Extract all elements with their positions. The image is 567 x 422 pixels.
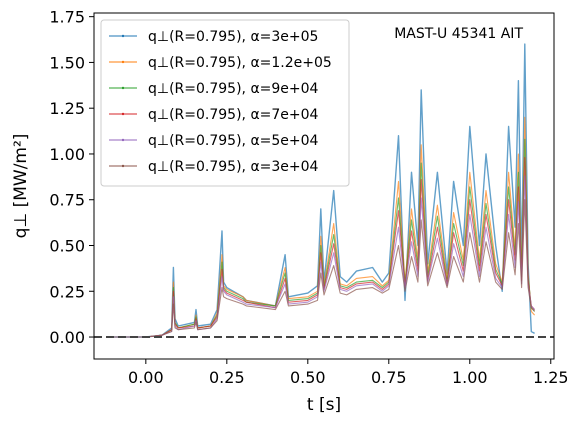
y-tick-label: 1.00 — [49, 145, 85, 164]
legend-label: q⊥(R=0.795), α=9e+04 — [148, 81, 319, 97]
y-tick-label: 1.50 — [49, 53, 85, 72]
x-axis: 0.00 0.25 0.50 0.75 1.00 1.25 — [128, 359, 567, 387]
y-tick-label: 1.25 — [49, 99, 85, 118]
legend-marker — [121, 164, 125, 168]
series-line-5 — [113, 199, 536, 338]
y-axis-label: q⊥ [MW/m²] — [11, 134, 31, 239]
y-tick-label: 0.75 — [49, 191, 85, 210]
x-axis-label: t [s] — [307, 395, 341, 415]
x-tick-label: 0.25 — [209, 368, 245, 387]
x-tick-label: 1.00 — [452, 368, 488, 387]
legend-marker — [121, 112, 125, 116]
x-tick-label: 0.75 — [371, 368, 407, 387]
legend-label: q⊥(R=0.795), α=3e+04 — [148, 159, 319, 175]
legend-marker — [121, 60, 125, 64]
plot-series-group — [113, 43, 536, 338]
y-axis: 0.00 0.25 0.50 0.75 1.00 1.25 1.50 1.75 — [49, 8, 94, 347]
y-tick-label: 0.00 — [49, 328, 85, 347]
legend-label: q⊥(R=0.795), α=1.2e+05 — [148, 55, 332, 71]
legend-marker — [121, 34, 125, 38]
legend-box — [100, 19, 350, 187]
legend-label: q⊥(R=0.795), α=7e+04 — [148, 107, 319, 123]
x-tick-label: 1.25 — [533, 368, 567, 387]
legend: q⊥(R=0.795), α=3e+05 q⊥(R=0.795), α=1.2e+… — [100, 19, 350, 187]
legend-marker — [121, 138, 125, 142]
legend-marker — [121, 86, 125, 90]
y-tick-label: 0.25 — [49, 282, 85, 301]
x-tick-label: 0.50 — [290, 368, 326, 387]
axes-frame — [93, 12, 555, 360]
annotation-text: MAST-U 45341 AIT — [394, 26, 523, 42]
legend-label: q⊥(R=0.795), α=3e+05 — [148, 29, 318, 45]
legend-label: q⊥(R=0.795), α=5e+04 — [148, 133, 319, 149]
y-tick-label: 0.50 — [49, 236, 85, 255]
y-tick-label: 1.75 — [49, 8, 85, 27]
x-tick-label: 0.00 — [128, 368, 164, 387]
